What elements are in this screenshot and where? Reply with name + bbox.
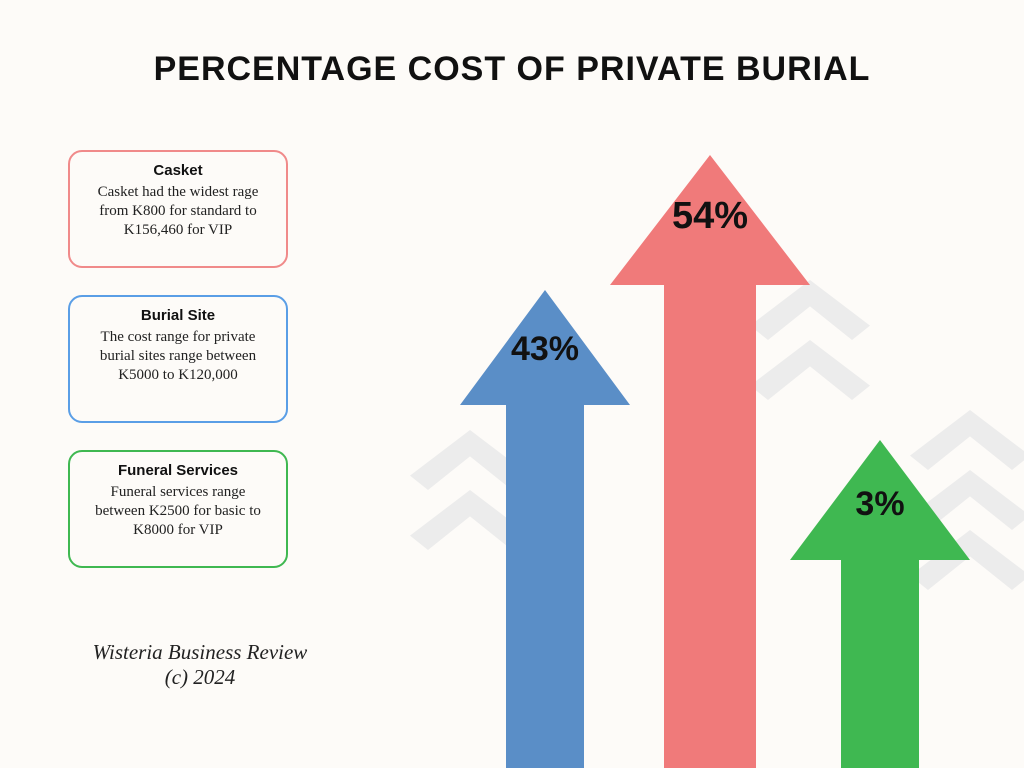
credit-line-1: Wisteria Business Review [70, 640, 330, 665]
funeral-services-arrow-label: 3% [800, 485, 960, 524]
credit-block: Wisteria Business Review (c) 2024 [70, 640, 330, 690]
info-box-title: Casket [84, 162, 272, 179]
info-box-desc: The cost range for private burial sites … [84, 328, 272, 384]
casket-arrow [610, 155, 810, 768]
burial-site-arrow-label: 43% [465, 330, 625, 369]
info-box-casket: Casket Casket had the widest rage from K8… [68, 150, 288, 268]
arrows-chart: 43% 54% 3% [400, 120, 1024, 768]
info-box-title: Burial Site [84, 307, 272, 324]
info-box-title: Funeral Services [84, 462, 272, 479]
info-box-funeral-services: Funeral Services Funeral services range b… [68, 450, 288, 568]
info-box-desc: Funeral services range between K2500 for… [84, 483, 272, 539]
credit-line-2: (c) 2024 [70, 665, 330, 690]
casket-arrow-label: 54% [630, 195, 790, 238]
page-title: PERCENTAGE COST OF PRIVATE BURIAL [0, 50, 1024, 89]
info-box-burial-site: Burial Site The cost range for private bu… [68, 295, 288, 423]
info-box-desc: Casket had the widest rage from K800 for… [84, 183, 272, 239]
